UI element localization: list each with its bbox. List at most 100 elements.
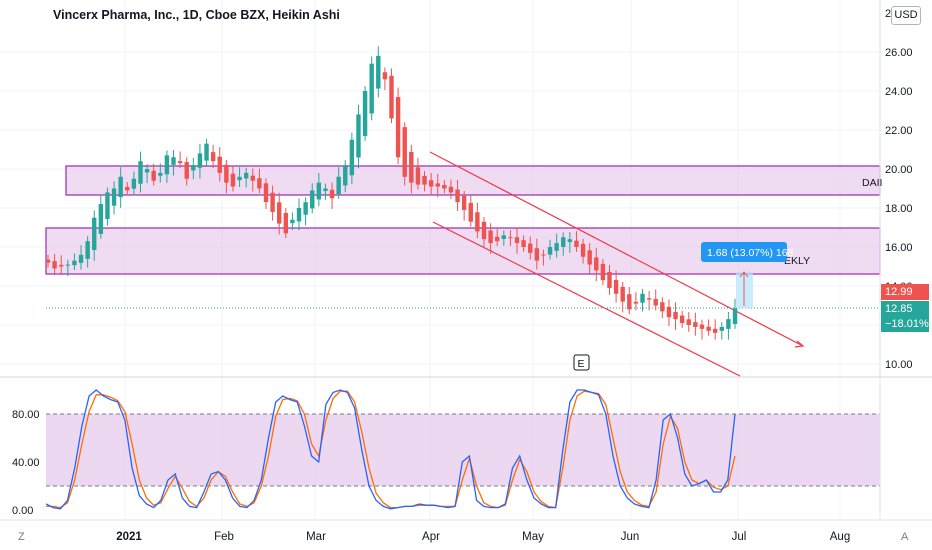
last-price: 12.85 (885, 303, 913, 315)
currency-button[interactable]: USD (891, 6, 921, 25)
x-tick-label: Jun (621, 531, 640, 543)
candle-body (144, 169, 150, 173)
daily-zone-label: DAII (862, 177, 882, 189)
candle-body (343, 165, 348, 186)
candle-body (191, 165, 196, 171)
candle-body (336, 176, 341, 195)
percent-change: −18.01% (885, 318, 929, 330)
candle-body (706, 326, 711, 331)
candle-body (310, 190, 315, 209)
candle-body (415, 167, 421, 185)
x-tick-label: 2021 (116, 531, 142, 543)
candle-body (666, 306, 672, 318)
candle-body (409, 151, 414, 183)
candle-body (210, 152, 216, 162)
candle-body (600, 263, 606, 281)
candle-body (131, 178, 137, 189)
candle-body (673, 311, 678, 320)
time-axis-ticks: 2021 Feb Mar Apr May Jun Jul Aug (116, 531, 850, 543)
candle-body (442, 184, 447, 189)
candle-body (613, 279, 619, 294)
candle-body (567, 239, 573, 243)
x-tick-label: May (522, 531, 544, 543)
candle-body (640, 293, 645, 303)
candle-body (243, 172, 249, 179)
x-tick-label: Feb (214, 531, 234, 543)
earnings-marker[interactable]: E (573, 354, 590, 371)
z-button[interactable]: Z (18, 531, 25, 543)
candle-body (158, 172, 163, 176)
y-tick-label: 20.00 (885, 164, 913, 176)
candle-body (561, 237, 566, 247)
candle-body (125, 186, 130, 191)
osc-axis-ticks: 0.00 40.00 80.00 (12, 409, 40, 517)
candle-body (59, 264, 64, 267)
candle-body (461, 195, 467, 210)
time-axis[interactable]: 2021 Feb Mar Apr May Jun Jul Aug Z A (0, 519, 932, 543)
candle-body (435, 183, 440, 187)
candle-body (699, 324, 705, 329)
candle-body (204, 143, 209, 161)
candle-body (541, 254, 546, 256)
candle-body (250, 175, 255, 181)
candle-body (257, 178, 262, 189)
candle-body (679, 315, 685, 324)
stoch-k-line (45, 389, 736, 510)
symbol-title: Vincerx Pharma, Inc., 1D, Cboe BZX, Heik… (53, 8, 340, 22)
candle-body (52, 261, 57, 269)
x-tick-label: Jul (732, 531, 747, 543)
candle-body (580, 243, 586, 257)
svg-text:E: E (578, 358, 585, 370)
a-button[interactable]: A (901, 531, 909, 543)
candle-body (428, 180, 434, 187)
candle-body (349, 139, 355, 176)
x-tick-label: Apr (422, 531, 440, 543)
candle-body (501, 235, 506, 239)
candle-body (217, 156, 222, 173)
candle-body (693, 322, 698, 327)
candle-body (494, 236, 500, 242)
y-tick-label: 18.00 (885, 203, 913, 215)
candle-body (508, 237, 513, 239)
candle-body (171, 157, 176, 165)
candle-body (151, 170, 156, 181)
y-tick-label: 24.00 (885, 86, 913, 98)
candle-body (323, 188, 328, 192)
candle-body (633, 301, 639, 304)
candle-body (329, 189, 335, 199)
candle-body (534, 248, 540, 261)
candle-body (547, 247, 553, 255)
candle-body (554, 243, 559, 251)
candle-body (65, 264, 71, 266)
candle-body (521, 240, 526, 247)
candle-body (184, 162, 189, 179)
y-tick-label: 22.00 (885, 125, 913, 137)
stoch-band (46, 414, 880, 486)
candle-body (528, 243, 533, 253)
candle-body (197, 153, 203, 168)
candle-body (177, 161, 183, 164)
candle-body (111, 188, 117, 206)
candle-body (488, 230, 493, 244)
candle-body (164, 155, 170, 175)
candle-body (455, 189, 460, 203)
candle-body (290, 219, 295, 224)
candle-body (607, 272, 612, 288)
candle-body (468, 202, 473, 222)
candle-body (283, 212, 289, 234)
candle-body (224, 164, 229, 183)
y-tick-top: 2 (885, 8, 891, 20)
candle-body (72, 260, 77, 266)
candle-body (78, 254, 84, 263)
candle-body (45, 259, 51, 263)
candle-body (270, 192, 275, 212)
oscillator-pane (45, 389, 880, 510)
candle-body (402, 127, 407, 177)
daily-zone[interactable] (65, 165, 881, 196)
measure-tool[interactable]: 1.68 (13.07%) 168 (701, 242, 794, 308)
candle-body (660, 302, 665, 312)
candle-body (230, 173, 236, 187)
candle-body (719, 326, 724, 331)
candle-body (382, 72, 388, 80)
